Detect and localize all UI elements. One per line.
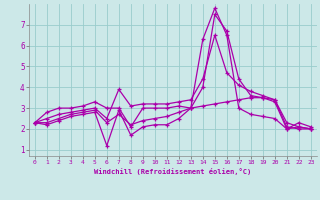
X-axis label: Windchill (Refroidissement éolien,°C): Windchill (Refroidissement éolien,°C) <box>94 168 252 175</box>
